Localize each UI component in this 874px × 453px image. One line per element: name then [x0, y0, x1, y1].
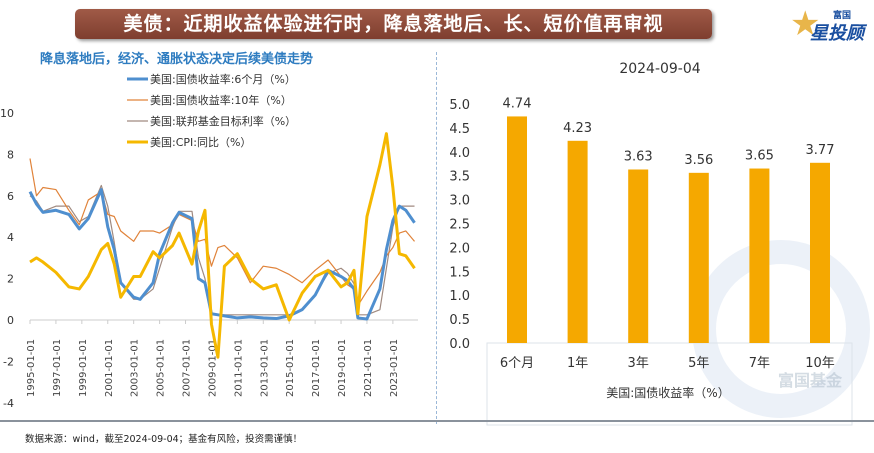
y-tick-label: 0.5: [449, 313, 470, 328]
category-axis-box: [486, 342, 853, 426]
legend-label: 美国:联邦基金目标利率（%）: [150, 114, 296, 128]
x-tick-label: 2015-01-01: [285, 339, 296, 397]
y-tick-label: 0: [7, 314, 14, 327]
bar-0: [507, 116, 527, 343]
legend-label: 美国:国债收益率:6个月（%）: [150, 72, 296, 86]
x-tick-label: 2005-01-01: [156, 339, 167, 397]
y-tick-label: 3.5: [449, 170, 470, 185]
page-title-banner: 美债：近期收益体验进行时，降息落地后、长、短价值再审视: [75, 9, 712, 39]
y-tick-label: 0.0: [449, 337, 470, 352]
x-tick-label: 2019-01-01: [337, 339, 348, 397]
watermark-text: 富国基金: [778, 371, 843, 390]
x-tick-label: 2023-01-01: [389, 339, 400, 397]
x-tick-label: 2009-01-01: [207, 339, 218, 397]
x-tick-label: 1999-01-01: [78, 339, 89, 397]
bar-5: [810, 162, 830, 343]
bar-value-label: 3.65: [745, 149, 774, 164]
y-tick-label: -4: [3, 397, 14, 410]
bar-value-label: 3.56: [684, 153, 713, 168]
footer-divider: [0, 420, 874, 422]
y-tick-label: 10: [0, 107, 14, 120]
legend-label: 美国:国债收益率:10年（%）: [150, 93, 292, 107]
x-tick-label: 2007-01-01: [182, 339, 193, 397]
logo: ★ 富国 星投顾: [790, 4, 870, 44]
bar-value-label: 3.77: [806, 143, 835, 158]
series-line-3: [29, 132, 416, 359]
legend-label: 美国:CPI:同比（%）: [150, 136, 251, 149]
y-tick-label: 5.0: [449, 98, 470, 113]
footer-source: 数据来源：wind，截至2024-09-04；基金有风险，投资需谨慎！: [25, 434, 303, 445]
y-tick-label: 2.5: [449, 218, 470, 233]
x-tick-label: 2013-01-01: [259, 339, 270, 397]
y-tick-label: 4.5: [449, 122, 470, 137]
x-tick-label: 2021-01-01: [363, 339, 374, 397]
bar-1: [567, 140, 588, 343]
bar-chart-title: 2024-09-04: [619, 61, 700, 77]
category-label: 10年: [805, 356, 835, 371]
bar-value-label: 4.23: [563, 121, 592, 136]
y-tick-label: 3.0: [449, 194, 470, 209]
y-tick-label: 2: [7, 273, 14, 286]
logo-small-text: 富国: [833, 11, 852, 21]
x-tick-label: 2017-01-01: [311, 339, 322, 397]
x-tick-label: 2003-01-01: [130, 339, 141, 397]
x-tick-label: 1997-01-01: [52, 339, 63, 397]
y-tick-label: 1.0: [449, 289, 470, 304]
y-tick-label: 1.5: [449, 265, 470, 280]
logo-big-text: 星投顾: [810, 23, 864, 44]
x-tick-label: 2001-01-01: [104, 339, 115, 397]
category-label: 5年: [688, 356, 709, 371]
x-tick-label: 2011-01-01: [233, 339, 244, 397]
y-tick-label: -2: [3, 355, 14, 368]
bar-4: [749, 168, 770, 343]
category-label: 3年: [628, 356, 649, 371]
y-tick-label: 6: [7, 190, 14, 203]
series-line-0: [28, 188, 416, 321]
bar-3: [688, 172, 709, 343]
y-tick-label: 4: [7, 231, 14, 244]
category-label: 1年: [567, 356, 588, 371]
x-tick-label: 1995-01-01: [26, 339, 37, 397]
bar-value-label: 4.74: [503, 96, 532, 111]
category-label: 6个月: [500, 356, 534, 371]
y-tick-label: 2.0: [449, 241, 470, 256]
star-icon: ★: [790, 4, 821, 44]
y-tick-label: 8: [7, 148, 14, 161]
x-axis-title: 美国:国债收益率（%）: [606, 385, 729, 400]
category-label: 7年: [749, 356, 770, 371]
divider: [436, 52, 437, 424]
bar-value-label: 3.63: [624, 149, 653, 164]
line-chart-title: 降息落地后，经济、通胀状态决定后续美债走势: [40, 52, 314, 67]
y-tick-label: 4.0: [449, 146, 470, 161]
bar-2: [628, 169, 649, 343]
